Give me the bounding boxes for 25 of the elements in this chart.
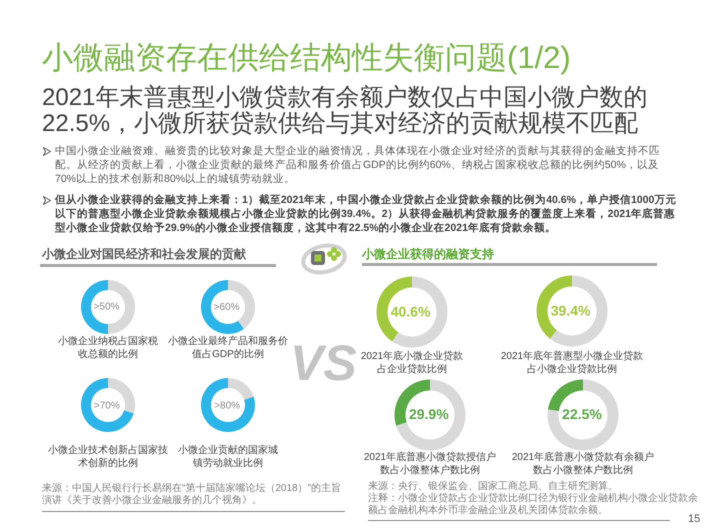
text: 小微融资存在供给结构性失衡问题(1/2) xyxy=(42,40,571,76)
text: VS xyxy=(290,335,357,391)
data-label: >80% xyxy=(214,400,240,412)
data-label: 29.9% xyxy=(408,406,450,422)
source-note: 来源：中国人民银行行长易纲在“第十届陆家嘴论坛（2018）”的主旨演讲《关于改善小微企业金融服务的几个视角》。 xyxy=(42,483,342,507)
text: 小微企业最终产品和服务价值占GDP的比例 xyxy=(167,335,289,361)
data-label: 39.4% xyxy=(550,302,591,319)
text: 小微企业贡献的国家城镇劳动就业比例 xyxy=(177,444,279,470)
data-label: 40.6% xyxy=(390,304,431,320)
text: 2021年底普惠小微贷款有余额户数占小微整体户数比例 xyxy=(510,451,656,477)
text: 小微企业对国民经济和社会发展的贡献 xyxy=(42,246,246,262)
data-label: >50% xyxy=(94,302,120,312)
text: 小微企业技术创新占国家技术创新的比例 xyxy=(47,444,169,470)
data-label: >70% xyxy=(94,400,120,412)
text: 2021年底年普惠型小微企业贷款占小微企业贷款比例 xyxy=(500,350,644,376)
text: 2021年底小微企业贷款占企业贷款比例 xyxy=(360,350,464,376)
text: 2021年末普惠型小微贷款有余额户数仅占中国小微户数的22.5%，小微所获贷款供给与其对经济的贡献规模不匹配 xyxy=(42,84,648,137)
text: 中国小微企业融资难、融资贵的比较对象是大型企业的融资情况，具体体现在小微企业对经济的贡献与其获得的金融支持不匹配。从经济的贡献上看，小微企业贡献的最终产品和服务价值占GDP的比例约60%、纳税占国家税收总额的比例约50%，以及70%以上的技术创新和80%以上的城镇劳动就业。 xyxy=(55,144,661,186)
data-label: >60% xyxy=(214,302,240,313)
source-note: 来源：央行、银保监会、国家工商总局、自主研究测算。 xyxy=(368,481,619,492)
text: 小微企业获得的融资支持 xyxy=(362,246,494,262)
text: 2021年底普惠小微贷款授信户数占小微整体户数比例 xyxy=(362,451,498,477)
text: 小微企业纳税占国家税收总额的比例 xyxy=(57,335,159,361)
text: 但从小微企业获得的金融支持上来看：1）截至2021年末，中国小微企业贷款占企业贷款余额的比例为40.6%，单户授信1000万元以下的普惠型小微企业贷款余额规模占小微企业贷款的比例39.4%。2）从获得金融机构贷款服务的覆盖度上来看，2021年底普惠型小微企业贷款仅给予29.9%的小微企业授信额度，这其中有22.5%的小微企业在2021年底有贷款余额。 xyxy=(55,193,677,235)
data-label: 22.5% xyxy=(562,406,602,422)
